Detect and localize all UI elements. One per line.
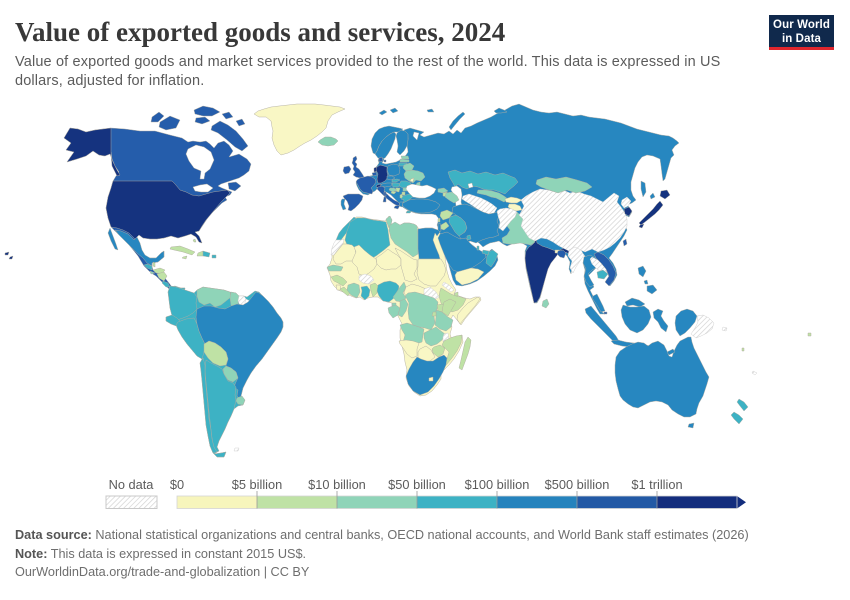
svg-text:$5 billion: $5 billion xyxy=(232,477,283,492)
svg-text:$1 trillion: $1 trillion xyxy=(631,477,682,492)
svg-text:$0: $0 xyxy=(170,477,184,492)
svg-text:$500 billion: $500 billion xyxy=(545,477,610,492)
svg-text:$10 billion: $10 billion xyxy=(308,477,366,492)
svg-text:$100 billion: $100 billion xyxy=(465,477,530,492)
svg-text:$50 billion: $50 billion xyxy=(388,477,446,492)
svg-text:No data: No data xyxy=(109,477,155,492)
